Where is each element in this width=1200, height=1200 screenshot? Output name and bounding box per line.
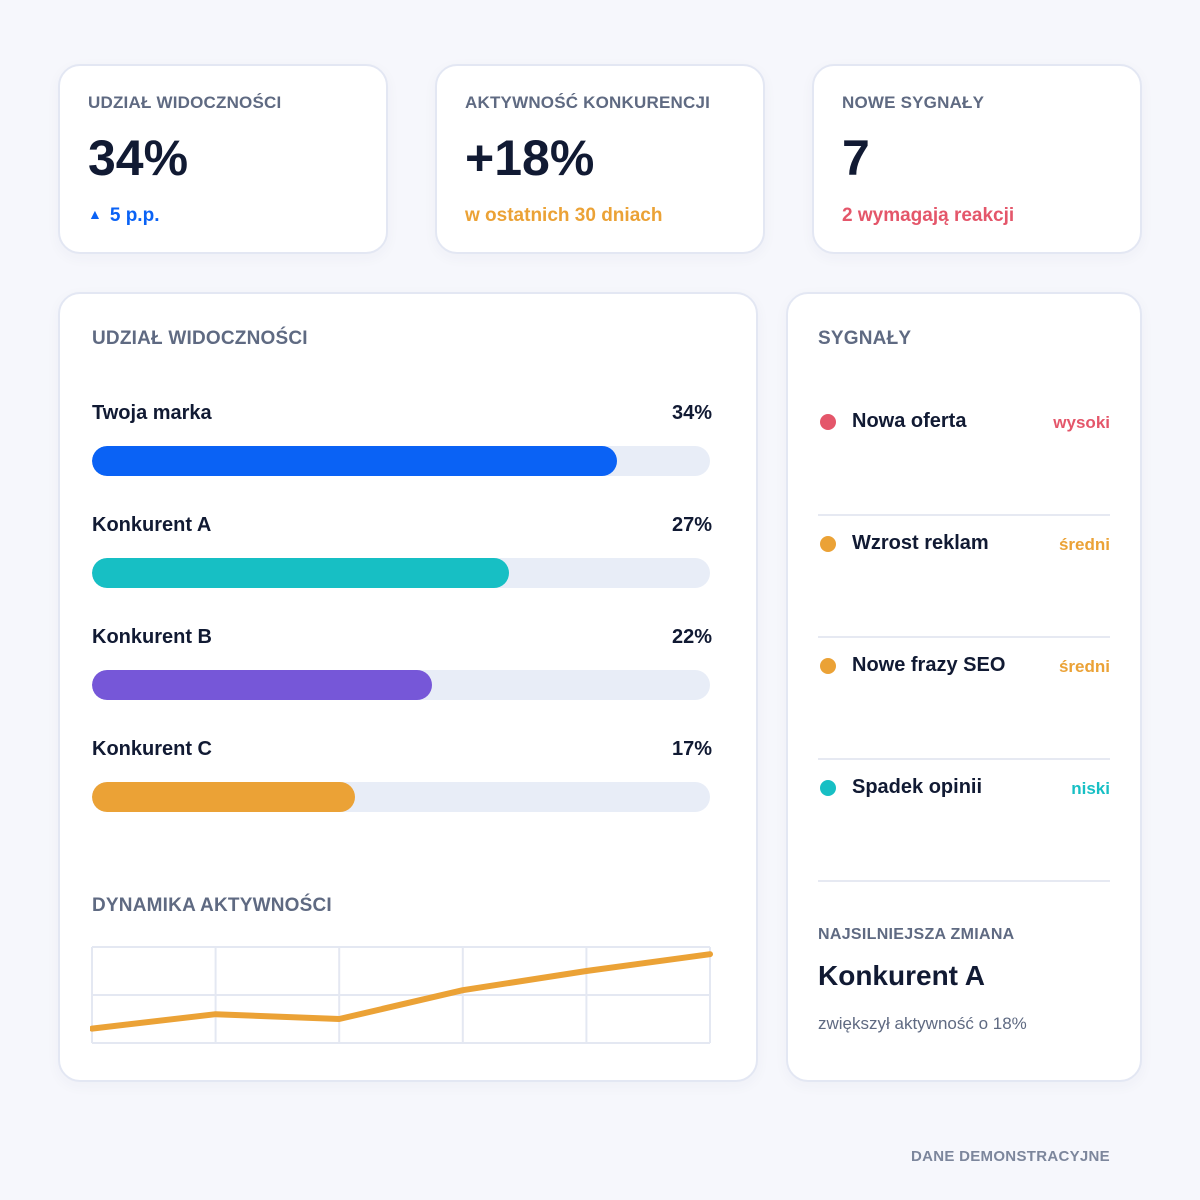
- share-row-value: 27%: [671, 514, 712, 536]
- kpi-value: 34%: [88, 130, 189, 186]
- kpi-note: 2 wymagają reakcji: [842, 205, 1015, 226]
- kpi-note: ▲ 5 p.p.: [88, 204, 358, 228]
- strongest-change-title: Konkurent A: [818, 960, 985, 991]
- signal-name: Wzrost reklam: [852, 532, 989, 554]
- signal-item[interactable]: Nowe frazy SEO średni: [818, 638, 1110, 760]
- share-row: Twoja marka 34%: [92, 402, 712, 482]
- share-row-value: 22%: [671, 626, 712, 648]
- signal-dot-icon: [820, 536, 836, 552]
- share-row: Konkurent B 22%: [92, 626, 712, 706]
- share-row-value: 34%: [671, 402, 712, 424]
- kpi-value: +18%: [465, 130, 595, 186]
- signal-item[interactable]: Spadek opinii niski: [818, 760, 1110, 882]
- strongest-change-label: NAJSILNIEJSZA ZMIANA: [818, 926, 1015, 943]
- kpi-label: NOWE SYGNAŁY: [842, 93, 985, 112]
- share-row-name: Konkurent A: [92, 514, 212, 536]
- kpi-card-competition: AKTYWNOŚĆ KONKURENCJI +18% w ostatnich 3…: [435, 64, 765, 254]
- kpi-note: w ostatnich 30 dniach: [465, 205, 663, 226]
- divider: [818, 758, 1110, 760]
- share-row-name: Konkurent B: [92, 626, 212, 648]
- signal-level: niski: [1071, 779, 1110, 798]
- share-bar-fill: [92, 558, 510, 588]
- series-line-0: [90, 951, 713, 1032]
- signal-item[interactable]: Nowa oferta wysoki: [818, 394, 1110, 516]
- signal-name: Nowe frazy SEO: [852, 654, 1006, 676]
- share-row-value: 17%: [671, 738, 712, 760]
- share-bar-fill: [92, 670, 432, 700]
- share-bar-track: [92, 670, 710, 700]
- signal-level: średni: [1058, 535, 1110, 554]
- share-bar-fill: [92, 782, 355, 812]
- share-bar-track: [92, 558, 710, 588]
- signal-name: Nowa oferta: [852, 410, 967, 432]
- section-title: UDZIAŁ WIDOCZNOŚCI: [92, 328, 308, 349]
- signal-dot-icon: [820, 780, 836, 796]
- signal-item[interactable]: Wzrost reklam średni: [818, 516, 1110, 638]
- signals-card: SYGNAŁY Nowa oferta wysoki Wzrost reklam…: [786, 292, 1142, 1082]
- triangle-up-icon: ▲: [88, 206, 102, 222]
- divider: [818, 514, 1110, 516]
- section-title: SYGNAŁY: [818, 328, 912, 349]
- divider: [818, 636, 1110, 638]
- signal-name: Spadek opinii: [852, 776, 983, 798]
- kpi-card-signals: NOWE SYGNAŁY 7 2 wymagają reakcji: [812, 64, 1142, 254]
- share-bar-fill: [92, 446, 618, 476]
- signal-dot-icon: [820, 658, 836, 674]
- share-row-name: Twoja marka: [92, 402, 212, 424]
- kpi-card-visibility: UDZIAŁ WIDOCZNOŚCI 34% ▲ 5 p.p.: [58, 64, 388, 254]
- kpi-note-text: 5 p.p.: [109, 205, 160, 226]
- share-bar-track: [92, 446, 710, 476]
- strongest-change-description: zwiększył aktywność o 18%: [818, 1014, 1027, 1033]
- signal-level: średni: [1058, 657, 1110, 676]
- kpi-value: 7: [842, 130, 870, 186]
- share-row-name: Konkurent C: [92, 738, 212, 760]
- chart-title: DYNAMIKA AKTYWNOŚCI: [92, 895, 332, 916]
- kpi-label: UDZIAŁ WIDOCZNOŚCI: [88, 93, 282, 112]
- visibility-share-card: UDZIAŁ WIDOCZNOŚCI Twoja marka 34% Konku…: [58, 292, 758, 1082]
- signal-level: wysoki: [1053, 413, 1110, 432]
- kpi-label: AKTYWNOŚĆ KONKURENCJI: [465, 93, 711, 112]
- divider: [818, 880, 1110, 882]
- activity-line-chart: [90, 946, 713, 1044]
- share-row: Konkurent A 27%: [92, 514, 712, 594]
- share-bar-track: [92, 782, 710, 812]
- signal-dot-icon: [820, 414, 836, 430]
- share-row: Konkurent C 17%: [92, 738, 712, 818]
- footer-note: DANE DEMONSTRACYJNE: [910, 1148, 1110, 1165]
